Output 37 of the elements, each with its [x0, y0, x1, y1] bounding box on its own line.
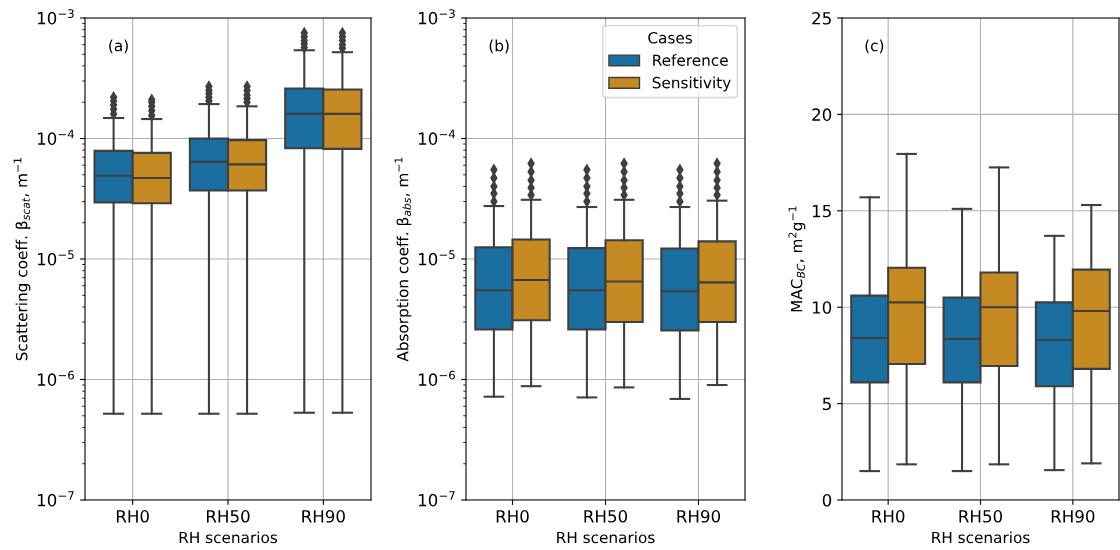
x-tick-label: RH0	[116, 510, 149, 523]
y-tick-label: 10$^{−3}$	[37, 9, 74, 25]
x-tick-label: RH50	[206, 510, 250, 523]
y-tick-label: 10$^{−5}$	[418, 250, 455, 266]
x-tick-label: RH50	[584, 510, 628, 523]
y-tick-label: 10$^{−3}$	[418, 9, 455, 25]
x-axis-title: RH scenarios	[557, 531, 655, 544]
x-tick-label: RH90	[302, 510, 345, 523]
y-axis-title: MAC$_{BC}$, m$^{2}$g$^{−1}$	[788, 206, 806, 312]
y-tick-label: 0	[822, 493, 832, 507]
x-tick-label: RH0	[872, 510, 905, 523]
y-tick-label: 25	[812, 11, 831, 25]
y-tick-label: 20	[812, 108, 832, 121]
x-tick-label: RH90	[677, 510, 721, 523]
y-tick-label: 10$^{−4}$	[418, 129, 456, 145]
y-tick-label: 10$^{−7}$	[418, 491, 455, 507]
legend-title: Cases	[648, 32, 693, 44]
legend-label: Reference	[653, 54, 728, 66]
y-axis-title: Scattering coeff. β$_{scat}$, m$^{−1}$	[13, 158, 31, 361]
y-tick-label: 10$^{−6}$	[418, 370, 455, 386]
x-tick-label: RH90	[1051, 510, 1095, 523]
y-tick-label: 10$^{−4}$	[37, 129, 75, 145]
x-tick-label: RH0	[496, 510, 529, 523]
y-tick-label: 10	[812, 301, 832, 314]
y-tick-label: 15	[812, 204, 831, 218]
y-tick-label: 10$^{−6}$	[37, 370, 74, 386]
x-tick-label: RH50	[959, 510, 1003, 523]
y-axis-title: Absorption coeff. β$_{abs}$, m$^{−1}$	[394, 157, 412, 362]
x-axis-title: RH scenarios	[179, 531, 278, 544]
annotation: (b)	[489, 39, 509, 54]
annotation: (c)	[865, 39, 884, 54]
y-tick-label: 5	[822, 397, 831, 411]
annotation: (a)	[109, 39, 128, 54]
x-axis-title: RH scenarios	[932, 531, 1030, 544]
y-tick-label: 10$^{−5}$	[37, 250, 74, 266]
y-tick-label: 10$^{−7}$	[37, 491, 74, 507]
legend-label: Sensitivity	[652, 76, 731, 92]
